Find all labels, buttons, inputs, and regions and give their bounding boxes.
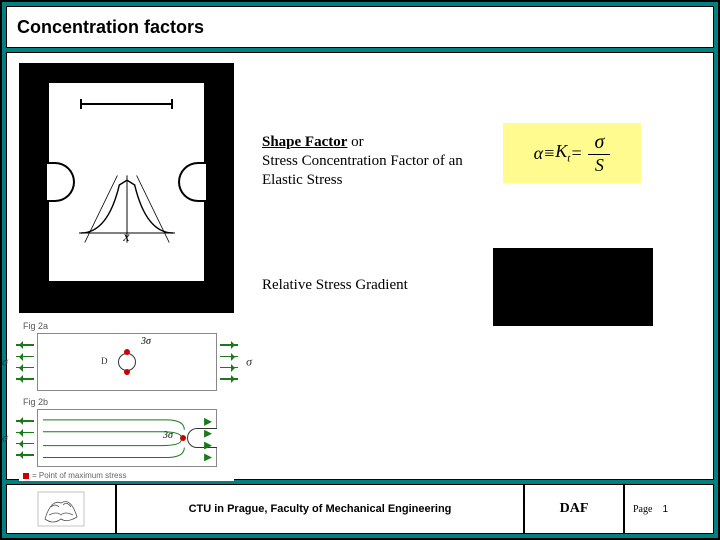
- notch-right: [178, 162, 206, 202]
- shape-factor-text: Shape Factor or Stress Concentration Fac…: [262, 133, 482, 189]
- fig2b-label: Fig 2b: [23, 397, 48, 407]
- x-axis-label: x: [123, 230, 129, 246]
- relative-stress-gradient-label: Relative Stress Gradient: [262, 277, 408, 294]
- diameter-label: D: [101, 356, 108, 366]
- notch-diagram-plate: x: [47, 81, 206, 283]
- fraction: σ S: [588, 131, 610, 176]
- footer-daf: DAF: [524, 484, 624, 534]
- shape-factor-bold: Shape Factor: [262, 134, 347, 150]
- slide-title: Concentration factors: [17, 17, 204, 38]
- legend-text: = Point of maximum stress: [32, 471, 126, 480]
- sigma-left: σ: [2, 355, 8, 370]
- fig2a-label: Fig 2a: [23, 321, 48, 331]
- three-sigma-hole: 3σ: [141, 336, 151, 347]
- lion-logo-icon: [37, 491, 85, 527]
- numerator: σ: [588, 131, 610, 155]
- width-dimension-line: [80, 103, 173, 105]
- load-arrows-right: [220, 340, 238, 385]
- page-label: Page: [633, 504, 652, 515]
- slide: Concentration factors: [0, 0, 720, 540]
- sigma-left: σ: [2, 431, 8, 446]
- gradient-formula-placeholder: [493, 248, 653, 326]
- shape-factor-or: or: [347, 134, 363, 150]
- load-arrows-left: [16, 340, 34, 385]
- notch-left: [47, 162, 75, 202]
- footer: CTU in Prague, Faculty of Mechanical Eng…: [6, 484, 714, 534]
- footer-page: Page 1: [624, 484, 714, 534]
- content-area: x Shape Factor or Stress Concentration F…: [6, 52, 714, 480]
- denominator: S: [589, 155, 610, 176]
- shape-factor-line2: Stress Concentration Factor of an Elasti…: [262, 153, 463, 188]
- load-arrows-left: [16, 416, 34, 461]
- slide-inner: Concentration factors: [6, 6, 714, 534]
- shape-factor-formula: α ≡ Kt = σ S: [503, 123, 641, 183]
- page-number: 1: [662, 504, 668, 515]
- sigma-right: σ: [246, 355, 252, 370]
- title-bar: Concentration factors: [6, 6, 714, 48]
- alpha-symbol: α: [534, 143, 543, 164]
- plate-with-hole: σ σ D 3σ: [37, 333, 217, 391]
- legend: = Point of maximum stress: [23, 471, 126, 480]
- footer-institution: CTU in Prague, Faculty of Mechanical Eng…: [116, 484, 524, 534]
- max-stress-point: [124, 349, 130, 355]
- footer-logo-cell: [6, 484, 116, 534]
- notch-diagram: x: [19, 63, 234, 313]
- max-stress-point: [124, 369, 130, 375]
- legend-marker: [23, 473, 29, 479]
- flow-diagrams: Fig 2a σ σ D 3σ Fig 2b: [19, 321, 234, 481]
- plate-with-edge-notch: σ 3σ: [37, 409, 217, 467]
